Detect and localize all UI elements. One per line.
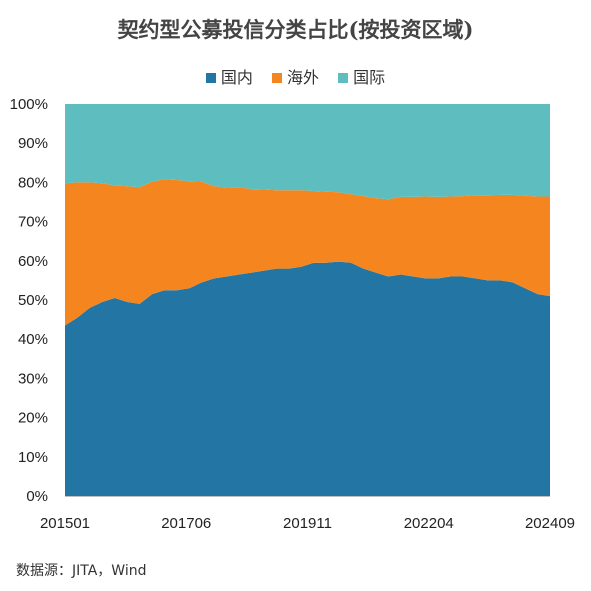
x-tick-label: 201501 xyxy=(40,515,90,532)
legend-item-domestic: 国内 xyxy=(205,64,253,88)
x-tick-label: 202409 xyxy=(525,515,575,532)
legend-item-international: 国际 xyxy=(338,64,385,88)
source-note: 数据源：JITA，Wind xyxy=(16,563,147,579)
legend-item-overseas: 海外 xyxy=(271,64,319,88)
x-tick-label: 201706 xyxy=(161,515,211,532)
chart-areas xyxy=(65,104,550,496)
area-overseas xyxy=(65,179,550,326)
y-tick-label: 30% xyxy=(18,370,48,387)
area-international xyxy=(65,104,550,200)
legend-swatch-domestic xyxy=(205,73,216,83)
y-axis: 0% 10% 20% 30% 40% 50% 60% 70% 80% 90% 100% xyxy=(10,96,48,505)
y-tick-label: 70% xyxy=(18,214,48,231)
y-tick-label: 0% xyxy=(26,488,48,505)
y-tick-label: 50% xyxy=(18,292,48,309)
legend-label-overseas: 海外 xyxy=(286,68,319,87)
x-tick-label: 201911 xyxy=(283,515,332,532)
y-tick-label: 80% xyxy=(18,174,48,191)
x-axis: 201501 201706 201911 202204 202409 xyxy=(40,496,575,532)
legend: 国内 海外 国际 xyxy=(0,64,591,88)
y-tick-label: 40% xyxy=(18,331,48,348)
y-tick-label: 60% xyxy=(18,253,48,270)
area-domestic xyxy=(65,261,550,496)
y-tick-label: 10% xyxy=(18,449,48,466)
legend-swatch-international xyxy=(338,73,349,83)
legend-swatch-overseas xyxy=(271,73,282,83)
chart-title: 契约型公募投信分类占比(按投资区域) xyxy=(117,17,474,42)
y-tick-label: 90% xyxy=(18,135,48,152)
y-tick-label: 20% xyxy=(18,410,48,427)
legend-label-domestic: 国内 xyxy=(220,68,253,87)
y-tick-label: 100% xyxy=(10,96,48,113)
x-tick-label: 202204 xyxy=(404,515,454,532)
legend-label-international: 国际 xyxy=(353,68,386,87)
